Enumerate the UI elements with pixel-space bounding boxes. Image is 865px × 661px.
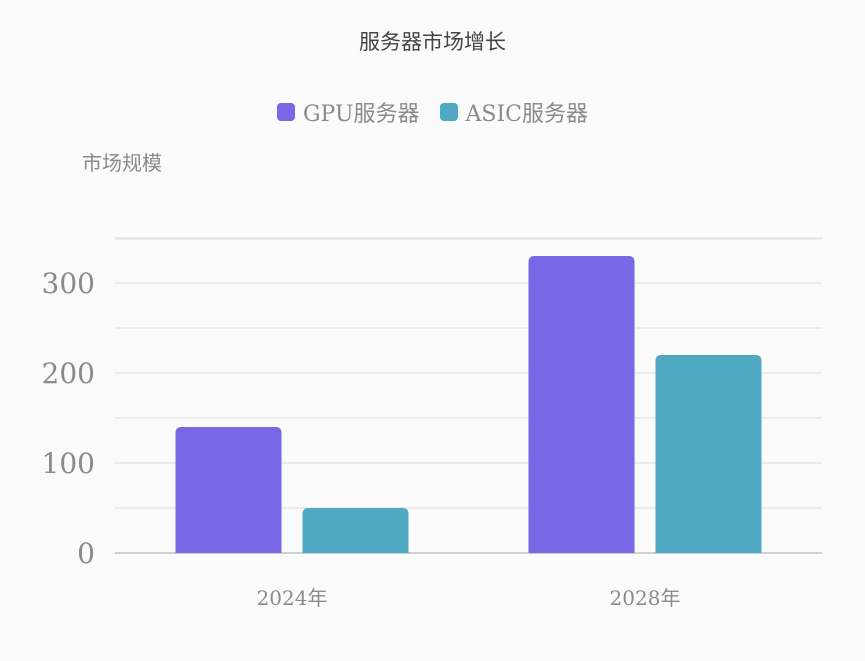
- y-axis-label: 市场规模: [82, 151, 162, 175]
- x-tick-label: 2024年: [257, 586, 328, 610]
- y-tick-label: 0: [77, 537, 95, 570]
- legend-label-asic: ASIC服务器: [465, 102, 589, 127]
- y-tick-label: 200: [42, 357, 95, 390]
- bar-asic-0[interactable]: [302, 508, 409, 553]
- legend: GPU服务器 ASIC服务器: [0, 96, 865, 128]
- x-tick-label: 2028年: [610, 586, 681, 610]
- bar-asic-1[interactable]: [655, 355, 762, 553]
- y-tick-label: 300: [42, 267, 95, 300]
- chart-title: 服务器市场增长: [359, 30, 506, 54]
- bar-gpu-1[interactable]: [528, 256, 635, 553]
- bar-gpu-0[interactable]: [175, 427, 282, 553]
- legend-swatch-asic: [439, 103, 458, 121]
- legend-label-gpu: GPU服务器: [302, 102, 420, 127]
- legend-item-asic[interactable]: ASIC服务器: [439, 96, 589, 128]
- y-tick-label: 100: [42, 447, 95, 480]
- legend-swatch-gpu: [276, 103, 295, 121]
- legend-item-gpu[interactable]: GPU服务器: [276, 96, 420, 128]
